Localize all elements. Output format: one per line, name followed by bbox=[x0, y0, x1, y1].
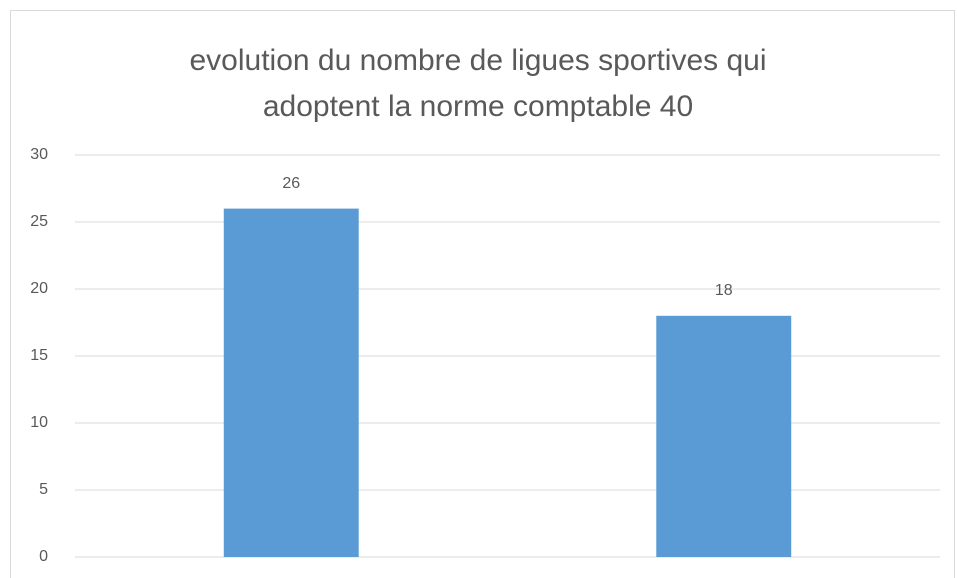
y-tick-label: 20 bbox=[30, 280, 48, 297]
y-tick-label: 25 bbox=[30, 213, 48, 230]
y-tick-label: 0 bbox=[39, 548, 48, 565]
bar bbox=[223, 208, 359, 557]
y-tick-label: 30 bbox=[30, 146, 48, 163]
chart-title: evolution du nombre de ligues sportives … bbox=[189, 44, 767, 123]
chart-frame bbox=[10, 10, 955, 578]
data-label: 18 bbox=[715, 282, 733, 299]
y-tick-label: 5 bbox=[39, 481, 48, 498]
y-tick-label: 15 bbox=[30, 347, 48, 364]
y-tick-label: 10 bbox=[30, 414, 48, 431]
data-label: 26 bbox=[282, 175, 300, 192]
bar bbox=[656, 315, 792, 557]
